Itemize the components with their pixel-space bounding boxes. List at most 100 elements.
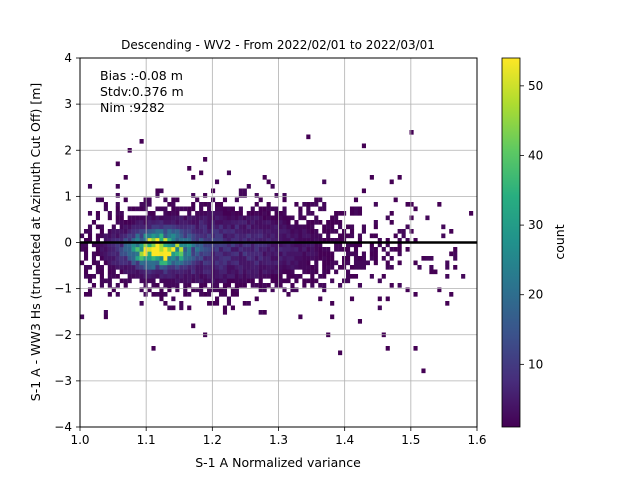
heatmap-cell	[258, 287, 263, 293]
heatmap-cell	[115, 283, 120, 288]
heatmap-cell	[349, 224, 355, 230]
heatmap-cell	[199, 238, 204, 243]
heatmap-cell	[393, 247, 398, 252]
heatmap-cell	[171, 260, 176, 266]
heatmap-cell	[262, 287, 267, 293]
heatmap-cell	[119, 260, 124, 266]
heatmap-cell	[334, 242, 339, 248]
heatmap-cell	[242, 233, 247, 239]
heatmap-cell	[115, 220, 120, 225]
heatmap-cell	[203, 233, 208, 239]
heatmap-cell	[326, 269, 331, 275]
heatmap-cell	[262, 247, 267, 252]
heatmap-cell	[218, 256, 224, 261]
heatmap-cell	[318, 238, 323, 243]
heatmap-cell	[369, 274, 374, 279]
heatmap-cell	[211, 229, 216, 234]
heatmap-cell	[314, 197, 319, 203]
heatmap-cell	[262, 215, 267, 221]
heatmap-cell	[373, 256, 378, 261]
heatmap-cell	[278, 260, 283, 266]
heatmap-cell	[151, 251, 156, 257]
heatmap-cell	[155, 206, 160, 212]
colorbar-tick-label: 30	[528, 218, 543, 232]
heatmap-cell	[127, 247, 132, 252]
heatmap-cell	[139, 278, 144, 284]
heatmap-cell	[357, 233, 363, 239]
heatmap-cell	[302, 256, 307, 261]
heatmap-cell	[254, 296, 259, 302]
heatmap-cell	[222, 224, 228, 230]
heatmap-cell	[159, 215, 164, 221]
heatmap-cell	[115, 233, 120, 239]
heatmap-cell	[151, 238, 156, 243]
heatmap-cell	[302, 202, 307, 207]
heatmap-cell	[270, 251, 275, 257]
heatmap-cell	[258, 247, 263, 252]
heatmap-cell	[175, 283, 180, 288]
heatmap-cell	[151, 247, 156, 252]
heatmap-cell	[357, 260, 363, 266]
heatmap-cell	[294, 202, 299, 207]
heatmap-cell	[242, 224, 247, 230]
heatmap-cell	[254, 238, 259, 243]
heatmap-cell	[250, 233, 255, 239]
heatmap-cell	[187, 233, 192, 239]
heatmap-cell	[409, 202, 414, 207]
heatmap-cell	[238, 247, 243, 252]
heatmap-cell	[163, 278, 168, 284]
heatmap-cell	[147, 215, 152, 221]
heatmap-cell	[91, 220, 97, 225]
heatmap-cell	[119, 256, 124, 261]
x-axis-label: S-1 A Normalized variance	[195, 455, 361, 470]
heatmap-cell	[290, 260, 295, 266]
heatmap-cell	[95, 260, 100, 266]
heatmap-cell	[214, 256, 220, 261]
heatmap-cell	[214, 233, 220, 239]
heatmap-cell	[250, 269, 255, 275]
heatmap-cell	[330, 220, 335, 225]
heatmap-cell	[159, 278, 164, 284]
heatmap-cell	[218, 287, 224, 293]
heatmap-cell	[242, 193, 247, 198]
colorbar-tick-label: 20	[528, 288, 543, 302]
heatmap-cell	[226, 215, 232, 221]
heatmap-cell	[151, 233, 156, 239]
heatmap-cell	[226, 278, 232, 284]
heatmap-cell	[151, 292, 156, 297]
heatmap-cell	[290, 233, 295, 239]
heatmap-cell	[151, 260, 156, 266]
heatmap-cell	[175, 269, 180, 275]
heatmap-cell	[163, 242, 168, 248]
heatmap-cell	[214, 260, 220, 266]
heatmap-cell	[179, 233, 184, 239]
heatmap-cell	[238, 265, 243, 270]
heatmap-cell	[83, 292, 89, 297]
heatmap-cell	[230, 220, 235, 225]
heatmap-cell	[322, 179, 327, 185]
heatmap-cell	[302, 229, 307, 234]
heatmap-cell	[266, 220, 271, 225]
heatmap-cell	[310, 269, 315, 275]
heatmap-cell	[111, 287, 116, 293]
heatmap-cell	[199, 215, 204, 221]
heatmap-cell	[314, 260, 319, 266]
heatmap-cell	[421, 368, 426, 374]
heatmap-cell	[214, 251, 220, 257]
heatmap-cell	[290, 256, 295, 261]
heatmap-cell	[294, 278, 299, 284]
heatmap-cell	[135, 256, 140, 261]
heatmap-cell	[282, 251, 287, 257]
heatmap-cell	[111, 247, 116, 252]
heatmap-cell	[183, 206, 188, 212]
heatmap-cell	[266, 256, 271, 261]
heatmap-cell	[203, 202, 208, 207]
heatmap-cell	[226, 233, 232, 239]
heatmap-cell	[326, 220, 331, 225]
heatmap-cell	[171, 305, 176, 311]
heatmap-cell	[179, 301, 184, 306]
heatmap-cell	[389, 220, 394, 225]
heatmap-cell	[306, 211, 311, 216]
heatmap-cell	[83, 229, 89, 234]
heatmap-cell	[222, 211, 228, 216]
